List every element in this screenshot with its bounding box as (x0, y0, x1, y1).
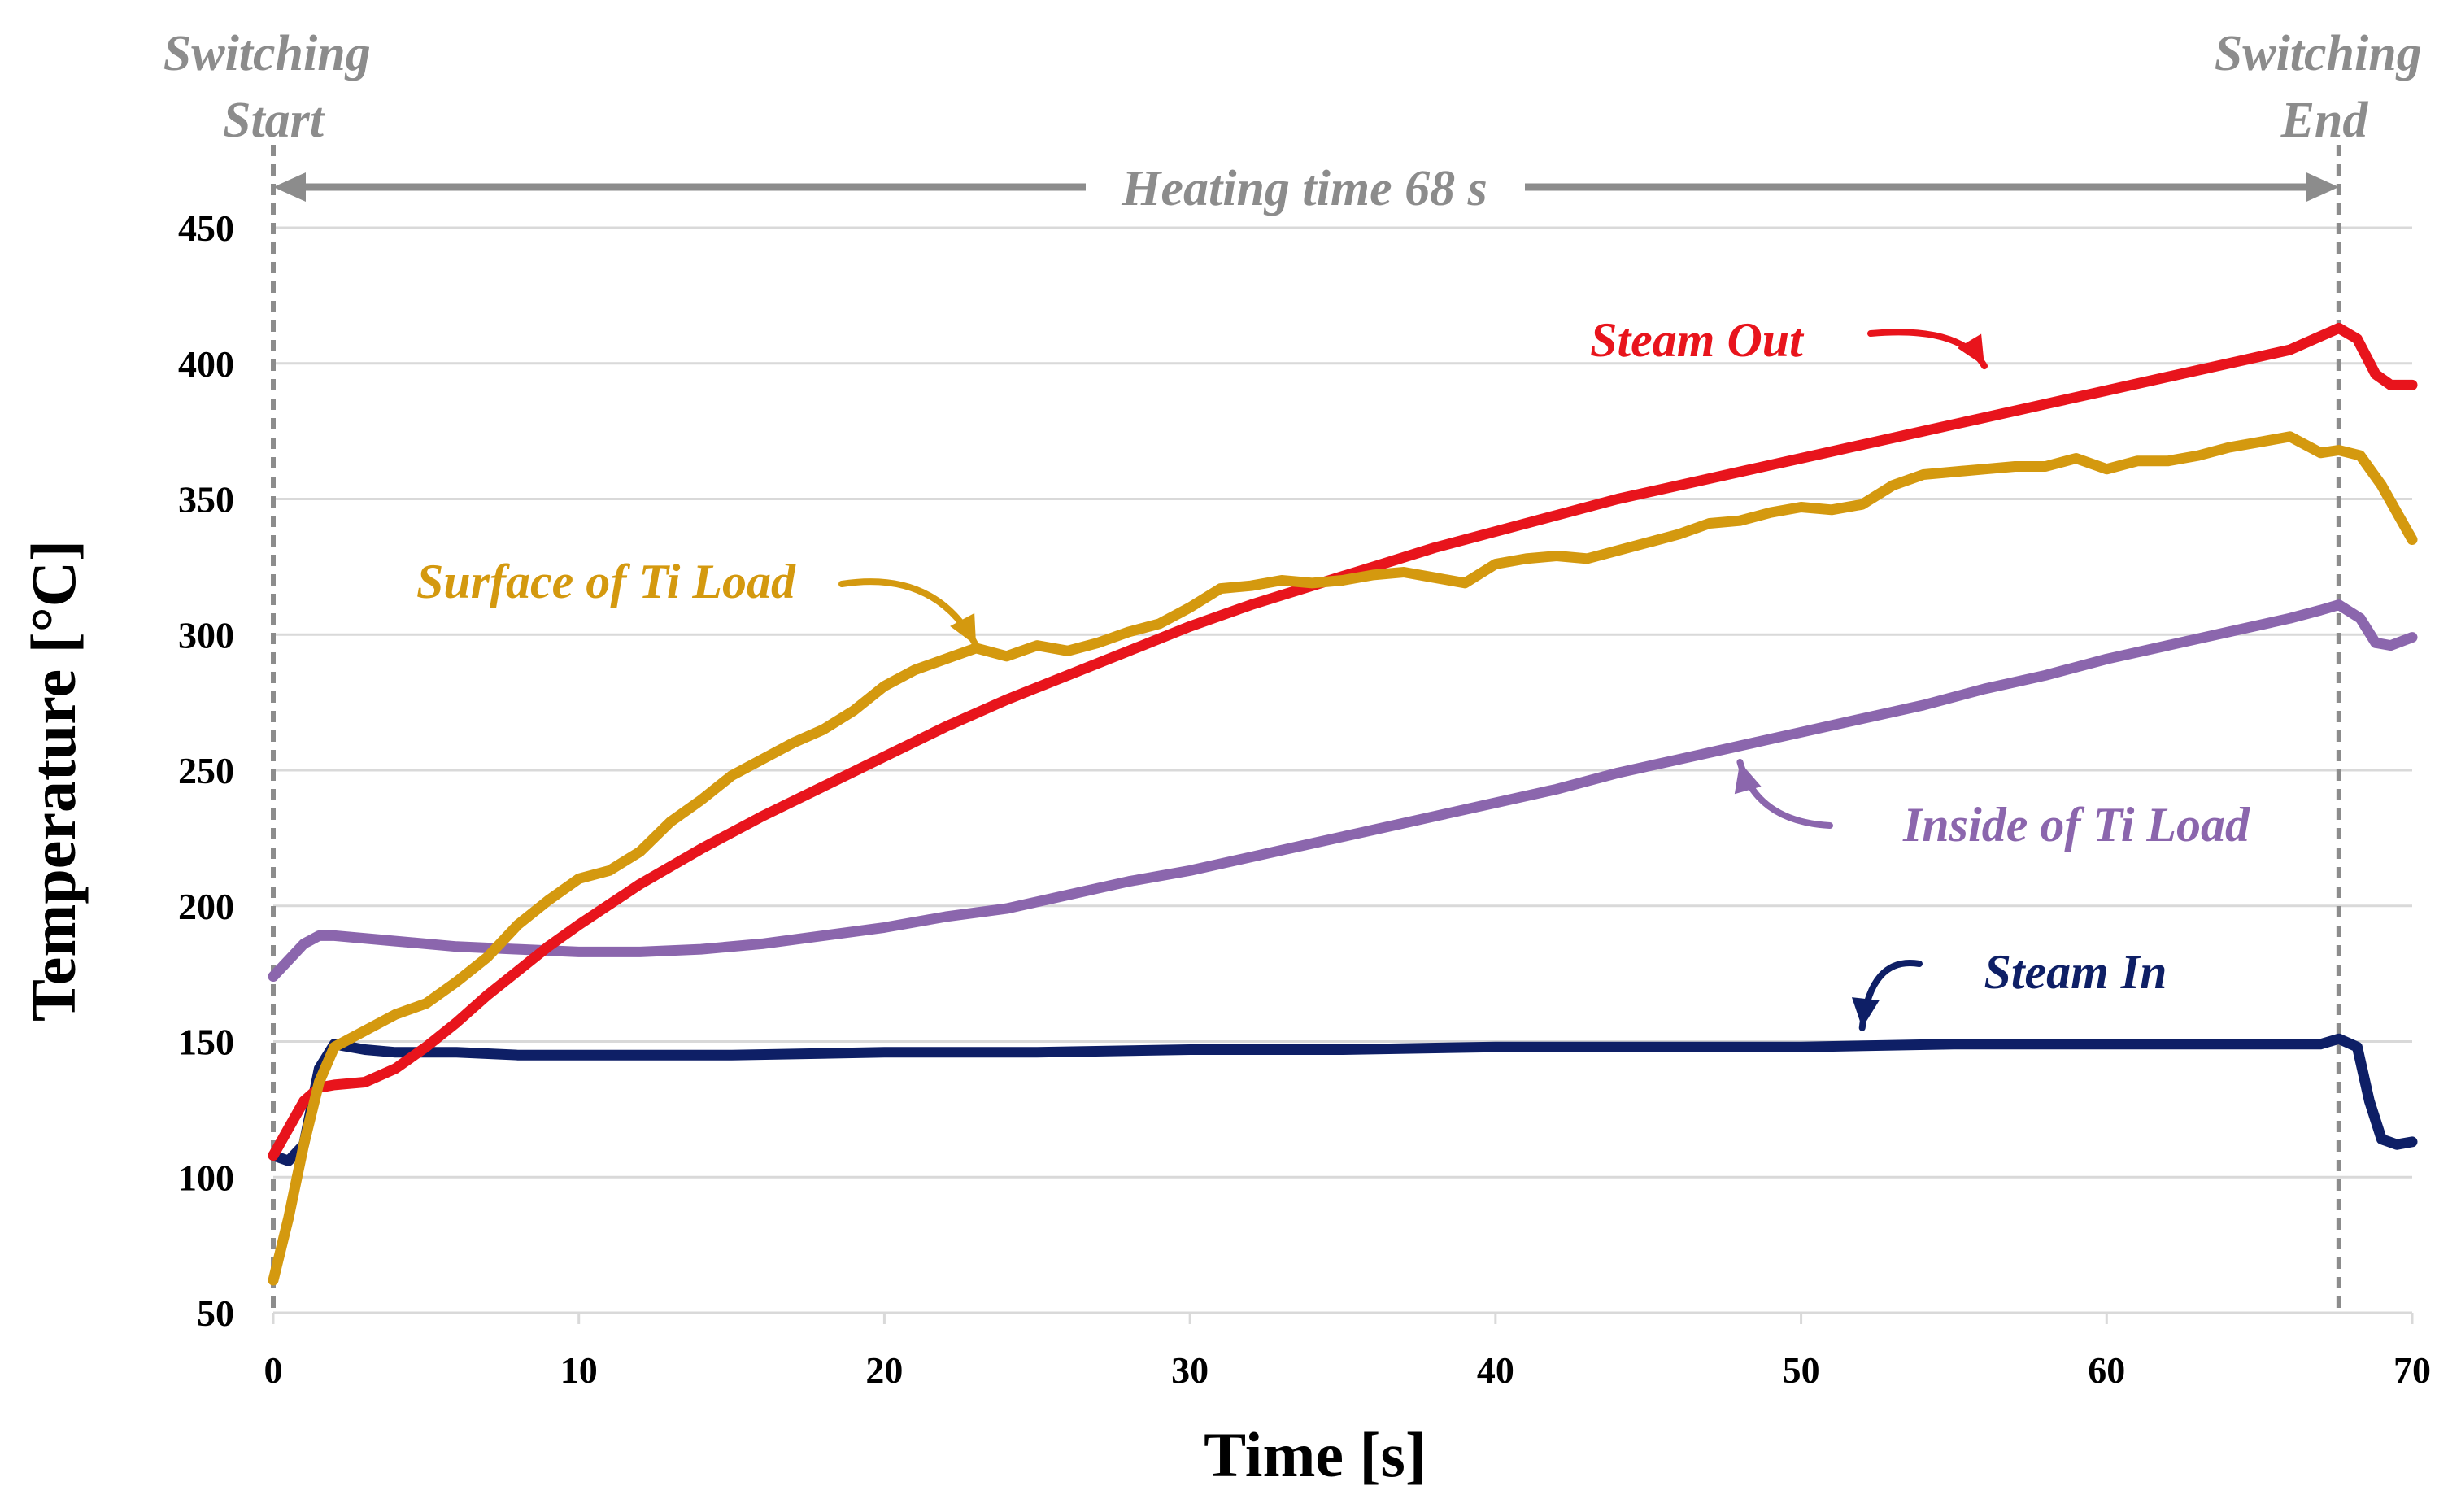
x-tick-20: 20 (865, 1349, 903, 1391)
y-tick-300: 300 (178, 614, 234, 656)
surface-ti-load-label: Surface of Ti Load (416, 555, 796, 608)
y-tick-200: 200 (178, 886, 234, 927)
x-axis-ticks: 0 10 20 30 40 50 60 70 (264, 1349, 2432, 1391)
series-line-surface-of-ti-load (268, 431, 2418, 1286)
y-tick-450: 450 (178, 207, 234, 249)
switching-markers (271, 145, 2341, 1316)
inside-of-ti-load-arrowhead (1734, 761, 1762, 795)
y-tick-50: 50 (197, 1292, 234, 1334)
switching-start-label: Switching Start (163, 26, 384, 148)
switching-end-line-1: Switching (2215, 26, 2422, 81)
steam-out-arrowhead (1957, 333, 1984, 367)
steam-in-arrow (1858, 960, 1923, 1031)
series-line-steam-in (268, 1033, 2418, 1166)
y-tick-150: 150 (178, 1022, 234, 1063)
data-series (268, 322, 2418, 1286)
inside-of-ti-load-arrow (1736, 758, 1833, 829)
x-tick-0: 0 (264, 1349, 283, 1391)
heating-time-arrow (273, 172, 2339, 202)
series-line-steam-out (268, 322, 2418, 1161)
switching-start-line-2: Start (223, 93, 325, 148)
x-tick-70: 70 (2393, 1349, 2431, 1391)
x-tick-30: 30 (1171, 1349, 1209, 1391)
grid-lines (272, 226, 2414, 1324)
y-axis-ticks: 50 100 150 200 250 300 350 400 450 (178, 207, 234, 1334)
heating-time-label: Heating time 68 s (1121, 161, 1487, 216)
inside-ti-load-label: Inside of Ti Load (1902, 798, 2250, 852)
switching-end-label: Switching End (2215, 26, 2435, 148)
steam-in-arrowhead (1851, 997, 1880, 1028)
x-axis-title: Time [s] (1204, 1419, 1427, 1490)
steam-out-label: Steam Out (1590, 313, 1805, 367)
y-tick-400: 400 (178, 343, 234, 385)
y-axis-title: Temperature [°C] (18, 540, 89, 1022)
series-line-inside-of-ti-load (268, 599, 2418, 982)
surface-of-ti-load-arrowhead (950, 612, 977, 646)
x-tick-40: 40 (1477, 1349, 1514, 1391)
switching-start-line-1: Switching (163, 26, 371, 81)
y-tick-100: 100 (178, 1157, 234, 1198)
y-tick-250: 250 (178, 750, 234, 791)
surface-of-ti-load-arrow (838, 578, 980, 649)
x-tick-50: 50 (1783, 1349, 1820, 1391)
label-arrows (838, 329, 1988, 1031)
x-tick-60: 60 (2088, 1349, 2125, 1391)
y-tick-350: 350 (178, 479, 234, 521)
switching-end-line-2: End (2280, 93, 2369, 148)
x-tick-10: 10 (560, 1349, 598, 1391)
steam-in-label: Steam In (1984, 945, 2167, 999)
